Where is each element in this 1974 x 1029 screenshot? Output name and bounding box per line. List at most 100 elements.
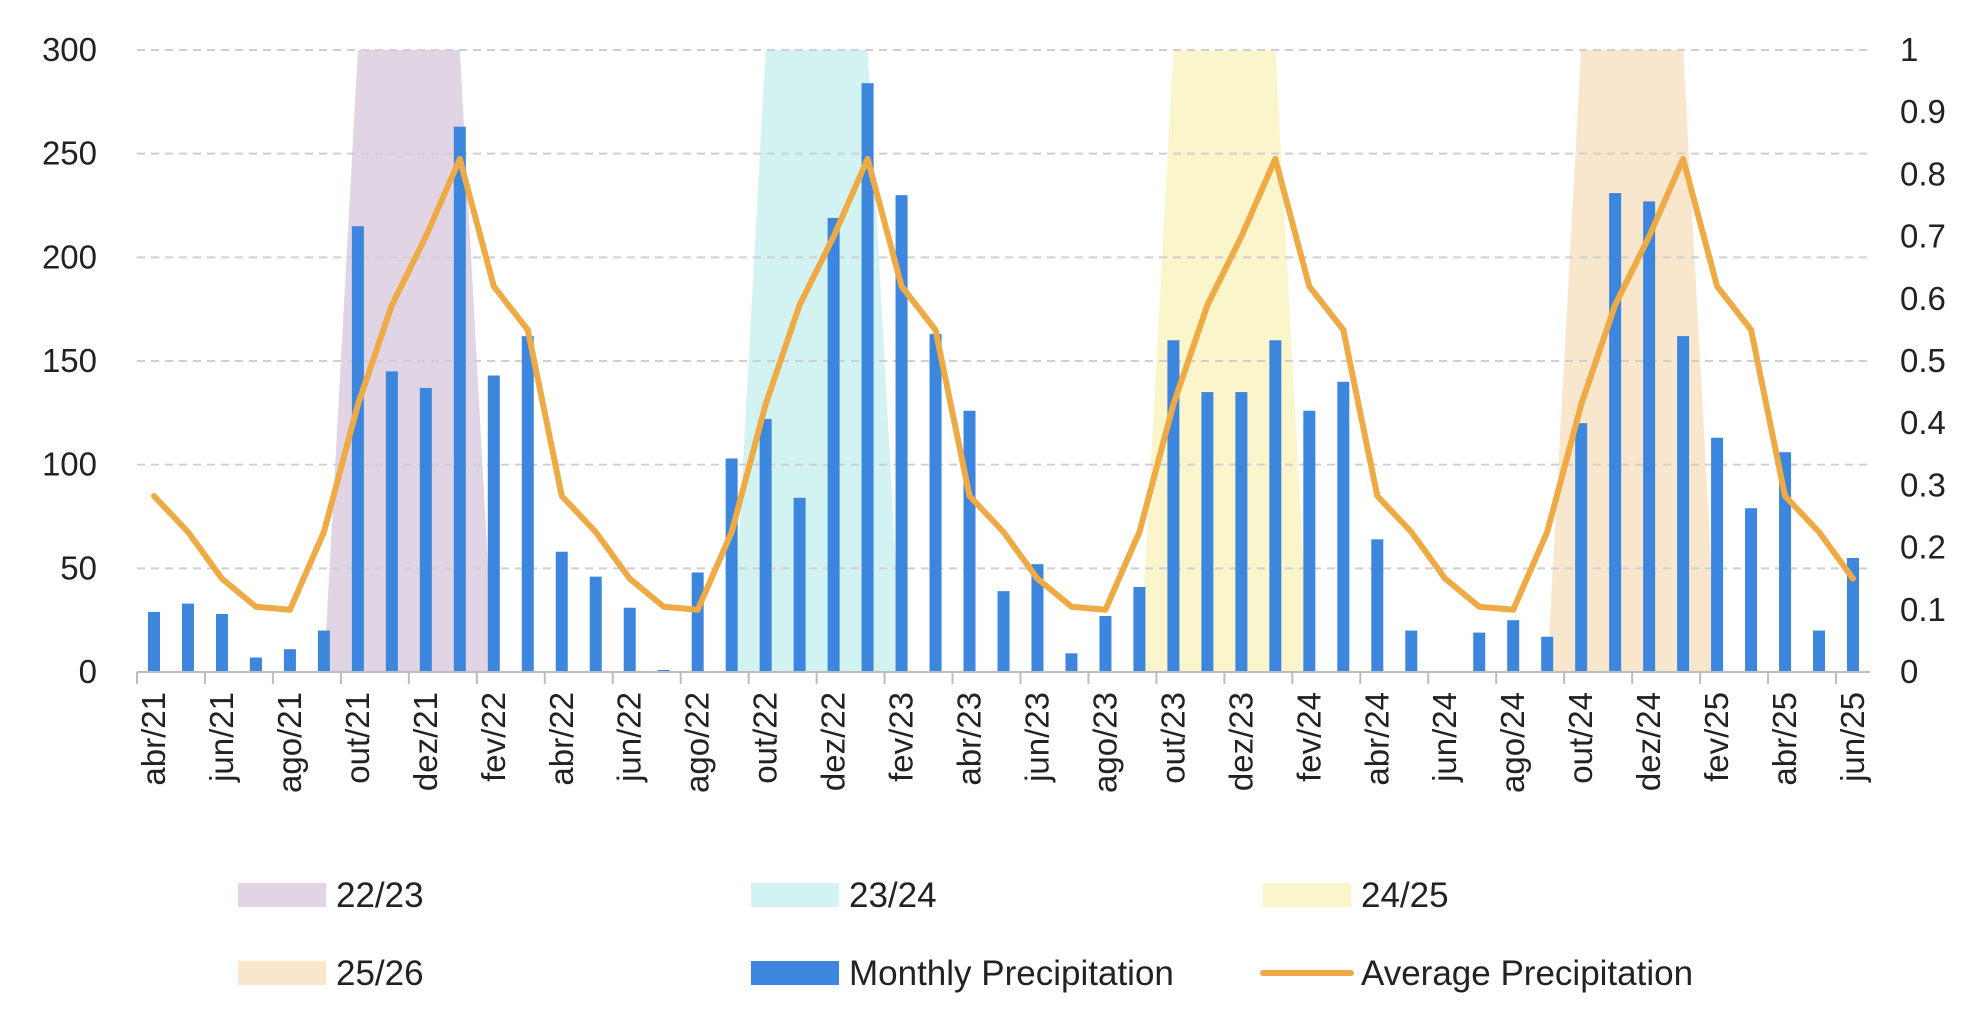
- bar-nov/22: [793, 497, 806, 672]
- bar-ago/22: [691, 572, 704, 672]
- x-tick-label: ago/22: [679, 692, 716, 793]
- x-tick-label: jun/22: [611, 692, 648, 783]
- bar-mai/24: [1405, 630, 1418, 672]
- x-tick-label: ago/24: [1494, 692, 1531, 793]
- bar-mar/25: [1745, 508, 1758, 672]
- x-tick-label: fev/23: [883, 692, 920, 782]
- x-tick-label: fev/25: [1698, 692, 1735, 782]
- x-tick-label: fev/22: [475, 692, 512, 782]
- y-left-tick-label: 200: [42, 238, 97, 275]
- bar-jun/21: [215, 613, 228, 672]
- legend: 22/23 23/24 24/25 25/26 Monthly Precipitatio…: [238, 876, 1693, 993]
- bar-jan/23: [861, 83, 874, 672]
- x-tick-label: out/22: [747, 692, 784, 784]
- legend-label: 25/26: [336, 954, 424, 993]
- season-band-24-25: [1139, 50, 1310, 672]
- bar-ago/24: [1507, 620, 1520, 672]
- x-tick-label: ago/21: [271, 692, 308, 793]
- y-left-tick-label: 0: [79, 653, 97, 690]
- bar-dez/22: [827, 217, 840, 672]
- y-axis-left: 0 50 100 150 200 250 300: [42, 31, 97, 690]
- legend-label: 24/25: [1361, 876, 1449, 915]
- x-tick-label: ago/23: [1086, 692, 1123, 793]
- bar-dez/21: [419, 387, 432, 672]
- bar-abr/22: [555, 551, 568, 672]
- bar-out/24: [1575, 423, 1588, 672]
- legend-label: Average Precipitation: [1361, 954, 1693, 993]
- bar-ago/21: [283, 649, 296, 672]
- y-right-tick-label: 0.8: [1900, 155, 1946, 192]
- y-right-tick-label: 0.2: [1900, 529, 1946, 566]
- x-tick-label: abr/22: [543, 692, 580, 786]
- bar-jun/23: [1031, 564, 1044, 672]
- legend-item-24-25: 24/25: [1263, 876, 1449, 915]
- legend-swatch: [751, 883, 839, 907]
- y-right-tick-label: 0.7: [1900, 218, 1946, 255]
- bar-nov/21: [385, 371, 398, 672]
- bar-mai/23: [997, 591, 1010, 672]
- legend-item-22-23: 22/23: [238, 876, 424, 915]
- y-right-tick-label: 0.4: [1900, 404, 1946, 441]
- y-axis-right: 0 0.1 0.2 0.3 0.4 0.5 0.6 0.7 0.8 0.9 1: [1900, 31, 1946, 690]
- x-tick-label: dez/21: [407, 692, 444, 791]
- legend-item-25-26: 25/26: [238, 954, 424, 993]
- bar-jun/25: [1847, 557, 1860, 672]
- bar-abr/23: [963, 410, 976, 672]
- x-tick-label: out/23: [1154, 692, 1191, 784]
- bar-set/24: [1541, 636, 1554, 672]
- bar-jun/22: [623, 607, 636, 672]
- bar-dez/23: [1235, 392, 1248, 672]
- y-left-tick-label: 100: [42, 446, 97, 483]
- bar-out/21: [351, 226, 364, 672]
- legend-swatch: [238, 961, 326, 985]
- y-right-tick-label: 1: [1900, 31, 1918, 68]
- legend-swatch: [751, 961, 839, 985]
- bar-series-monthly-precipitation: [147, 83, 1860, 673]
- bar-ago/23: [1099, 616, 1112, 672]
- x-tick-label: fev/24: [1290, 692, 1327, 782]
- y-right-tick-label: 0: [1900, 653, 1918, 690]
- bar-fev/25: [1711, 437, 1724, 672]
- bar-fev/23: [895, 195, 908, 672]
- bar-jul/22: [657, 669, 670, 672]
- season-bands: [323, 50, 1718, 672]
- bar-mai/25: [1813, 630, 1826, 672]
- x-tick-label: jun/24: [1426, 692, 1463, 783]
- x-tick-label: abr/23: [951, 692, 988, 786]
- y-left-tick-label: 250: [42, 135, 97, 172]
- bar-set/22: [725, 458, 738, 672]
- x-tick-label: out/24: [1562, 692, 1599, 784]
- season-band-25-26: [1547, 50, 1718, 672]
- x-tick-label: abr/24: [1358, 692, 1395, 786]
- bar-jan/24: [1269, 340, 1282, 672]
- legend-label: 22/23: [336, 876, 424, 915]
- x-tick-label: abr/21: [135, 692, 172, 786]
- bar-mar/24: [1337, 381, 1350, 672]
- bar-mar/22: [521, 336, 534, 672]
- bar-abr/24: [1371, 539, 1384, 672]
- x-tick-label: abr/25: [1766, 692, 1803, 786]
- y-right-tick-label: 0.1: [1900, 591, 1946, 628]
- legend-swatch: [1263, 883, 1351, 907]
- y-left-tick-label: 50: [60, 549, 97, 586]
- y-right-tick-label: 0.3: [1900, 466, 1946, 503]
- bar-jan/22: [453, 126, 466, 673]
- bar-fev/24: [1303, 410, 1316, 672]
- bar-jul/21: [249, 657, 262, 672]
- legend-label: 23/24: [849, 876, 937, 915]
- bar-set/21: [317, 630, 330, 672]
- y-right-tick-label: 0.6: [1900, 280, 1946, 317]
- legend-label: Monthly Precipitation: [849, 954, 1174, 993]
- legend-item-23-24: 23/24: [751, 876, 937, 915]
- bar-dez/24: [1643, 201, 1656, 672]
- x-tick-label: jun/25: [1834, 692, 1871, 783]
- bar-nov/23: [1201, 392, 1214, 672]
- bar-nov/24: [1609, 193, 1622, 672]
- x-tick-labels: abr/21 jun/21 ago/21 out/21 dez/21 fev/22 abr/…: [135, 692, 1871, 793]
- bar-jul/23: [1065, 653, 1078, 672]
- x-tick-label: out/21: [339, 692, 376, 784]
- legend-item-monthly-precipitation: Monthly Precipitation: [751, 954, 1174, 993]
- bar-out/22: [759, 419, 772, 672]
- bar-jan/25: [1677, 336, 1690, 672]
- y-right-tick-label: 0.5: [1900, 342, 1946, 379]
